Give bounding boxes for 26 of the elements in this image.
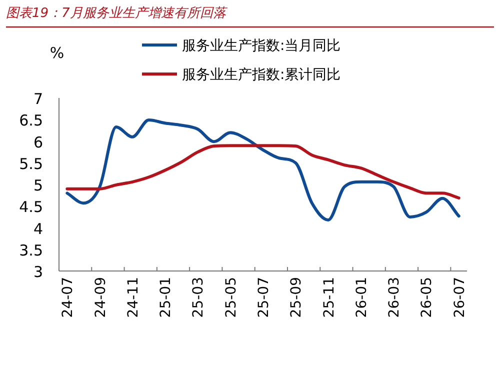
y-tick-label: 7 bbox=[33, 90, 43, 108]
chart-title: 图表19：7月服务业生产增速有所回落 bbox=[6, 6, 228, 21]
x-tick-label: 24-07 bbox=[60, 277, 76, 318]
x-tick-label: 24-11 bbox=[125, 277, 142, 318]
x-tick-label: 25-05 bbox=[223, 277, 240, 318]
y-tick-label: 6.5 bbox=[19, 112, 43, 130]
legend-label: 服务业生产指数:当月同比 bbox=[182, 38, 341, 54]
y-tick-label: 6 bbox=[33, 133, 43, 152]
x-tick-label: 26-03 bbox=[386, 277, 403, 318]
x-tick-label: 25-09 bbox=[288, 277, 305, 318]
y-tick-label: 4 bbox=[33, 220, 43, 238]
x-tick-label: 25-01 bbox=[158, 277, 174, 318]
y-tick-label: 3 bbox=[33, 263, 43, 281]
legend-label: 服务业生产指数:累计同比 bbox=[182, 67, 341, 83]
x-tick-label: 25-07 bbox=[256, 277, 272, 318]
x-tick-label: 24-09 bbox=[92, 277, 109, 318]
y-tick-label: 4.5 bbox=[19, 198, 43, 216]
y-tick-label: 5 bbox=[33, 176, 43, 194]
x-tick-label: 26-01 bbox=[354, 277, 370, 318]
x-tick-label: 26-05 bbox=[419, 277, 436, 318]
x-tick-label: 25-11 bbox=[321, 277, 338, 318]
y-tick-label: 3.5 bbox=[19, 241, 43, 260]
x-tick-label: 25-03 bbox=[190, 277, 207, 318]
y-tick-label: 5.5 bbox=[19, 154, 43, 173]
y-axis-title: % bbox=[50, 44, 64, 62]
x-tick-label: 26-07 bbox=[452, 277, 468, 318]
